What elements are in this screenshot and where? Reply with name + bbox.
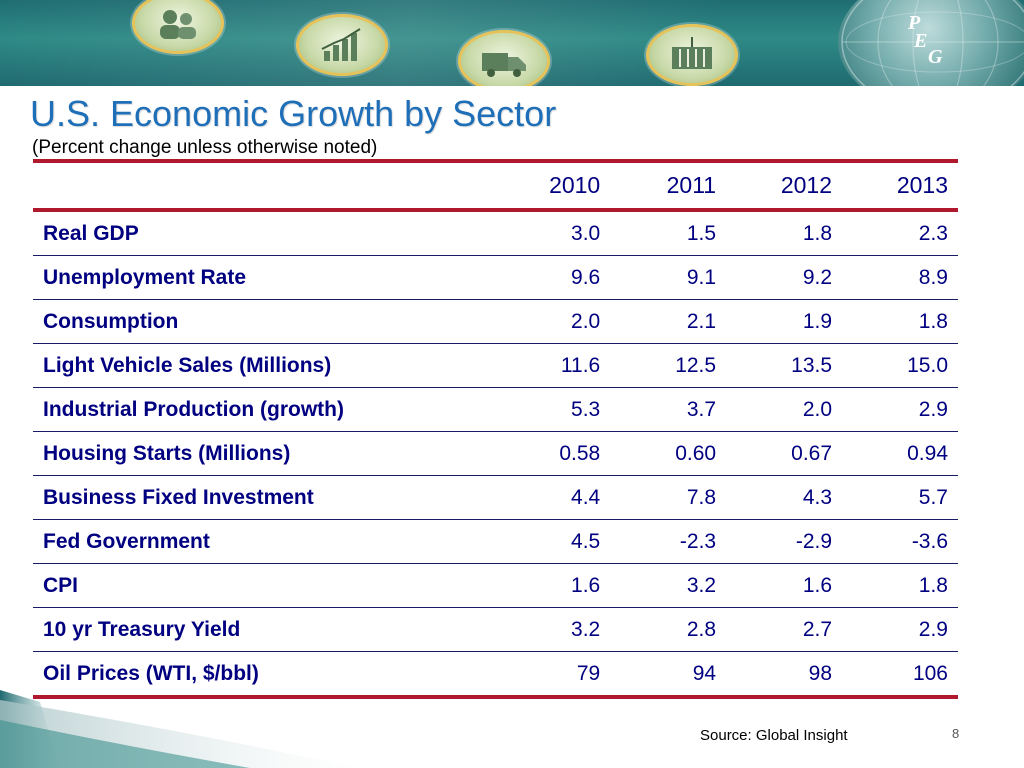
value-cell: -2.3 <box>610 519 727 564</box>
value-cell: 9.6 <box>494 255 611 300</box>
value-cell: 9.2 <box>726 255 843 300</box>
value-cell: 4.5 <box>494 519 611 564</box>
table-row: Fed Government 4.5 -2.3 -2.9 -3.6 <box>33 519 958 564</box>
row-label: Oil Prices (WTI, $/bbl) <box>33 651 495 699</box>
value-cell: 2.8 <box>610 607 727 652</box>
table-row: Consumption 2.0 2.1 1.9 1.8 <box>33 299 958 344</box>
year-header: 2012 <box>726 159 843 212</box>
value-cell: 1.8 <box>842 563 958 608</box>
value-cell: 1.5 <box>610 210 727 256</box>
value-cell: 3.2 <box>610 563 727 608</box>
value-cell: 2.3 <box>842 210 958 256</box>
value-cell: 5.3 <box>494 387 611 432</box>
peg-logo: P E G <box>902 12 946 68</box>
value-cell: 1.8 <box>842 299 958 344</box>
value-cell: 79 <box>494 651 611 699</box>
value-cell: 1.6 <box>726 563 843 608</box>
value-cell: 3.2 <box>494 607 611 652</box>
value-cell: 0.67 <box>726 431 843 476</box>
row-label: 10 yr Treasury Yield <box>33 607 495 652</box>
corner-swoosh-graphic <box>0 690 360 768</box>
value-cell: 2.1 <box>610 299 727 344</box>
value-cell: 1.9 <box>726 299 843 344</box>
logo-letter-g: G <box>928 46 943 68</box>
value-cell: 1.6 <box>494 563 611 608</box>
value-cell: 0.58 <box>494 431 611 476</box>
logo-letter-e: E <box>914 30 928 52</box>
value-cell: 12.5 <box>610 343 727 388</box>
value-cell: 2.0 <box>494 299 611 344</box>
value-cell: 0.60 <box>610 431 727 476</box>
globe-graphic <box>838 0 1024 86</box>
row-label: Real GDP <box>33 210 495 256</box>
row-label: Unemployment Rate <box>33 255 495 300</box>
slide-subtitle: (Percent change unless otherwise noted) <box>32 137 378 158</box>
row-label-header <box>33 159 495 212</box>
value-cell: 3.7 <box>610 387 727 432</box>
year-header: 2011 <box>610 159 727 212</box>
logo-letter-p: P <box>908 12 921 34</box>
table-row: Housing Starts (Millions) 0.58 0.60 0.67 0.9… <box>33 431 958 476</box>
row-label: Consumption <box>33 299 495 344</box>
value-cell: 11.6 <box>494 343 611 388</box>
value-cell: 9.1 <box>610 255 727 300</box>
value-cell: 2.7 <box>726 607 843 652</box>
truck-icon <box>458 30 550 86</box>
table-row: Unemployment Rate 9.6 9.1 9.2 8.9 <box>33 255 958 300</box>
value-cell: 2.9 <box>842 607 958 652</box>
value-cell: -3.6 <box>842 519 958 564</box>
value-cell: 7.8 <box>610 475 727 520</box>
year-header: 2013 <box>842 159 958 212</box>
value-cell: 5.7 <box>842 475 958 520</box>
value-cell: 4.3 <box>726 475 843 520</box>
source-note: Source: Global Insight <box>700 727 848 744</box>
value-cell: 1.8 <box>726 210 843 256</box>
table-row: Real GDP 3.0 1.5 1.8 2.3 <box>33 210 958 256</box>
table-row: Oil Prices (WTI, $/bbl) 79 94 98 106 <box>33 651 958 699</box>
table-header-row: 2010 2011 2012 2013 <box>33 159 958 212</box>
people-icon <box>132 0 224 54</box>
value-cell: 8.9 <box>842 255 958 300</box>
table-row: Industrial Production (growth) 5.3 3.7 2.0 2… <box>33 387 958 432</box>
shipping-container-icon <box>646 24 738 86</box>
value-cell: 15.0 <box>842 343 958 388</box>
row-label: CPI <box>33 563 495 608</box>
row-label: Housing Starts (Millions) <box>33 431 495 476</box>
table-row: CPI 1.6 3.2 1.6 1.8 <box>33 563 958 608</box>
row-label: Light Vehicle Sales (Millions) <box>33 343 495 388</box>
table-body: Real GDP 3.0 1.5 1.8 2.3 Unemployment Rate 9.6… <box>33 210 958 699</box>
value-cell: 2.9 <box>842 387 958 432</box>
page-number: 8 <box>952 726 960 741</box>
table-row: 10 yr Treasury Yield 3.2 2.8 2.7 2.9 <box>33 607 958 652</box>
header-banner: P E G <box>0 0 1024 86</box>
row-label: Industrial Production (growth) <box>33 387 495 432</box>
slide-title: U.S. Economic Growth by Sector <box>30 93 557 134</box>
growth-chart-icon <box>296 14 388 76</box>
value-cell: -2.9 <box>726 519 843 564</box>
value-cell: 94 <box>610 651 727 699</box>
value-cell: 106 <box>842 651 958 699</box>
value-cell: 2.0 <box>726 387 843 432</box>
value-cell: 4.4 <box>494 475 611 520</box>
value-cell: 98 <box>726 651 843 699</box>
table-row: Business Fixed Investment 4.4 7.8 4.3 5.7 <box>33 475 958 520</box>
value-cell: 0.94 <box>842 431 958 476</box>
row-label: Business Fixed Investment <box>33 475 495 520</box>
table-row: Light Vehicle Sales (Millions) 11.6 12.5 13… <box>33 343 958 388</box>
row-label: Fed Government <box>33 519 495 564</box>
value-cell: 13.5 <box>726 343 843 388</box>
value-cell: 3.0 <box>494 210 611 256</box>
economic-growth-table: 2010 2011 2012 2013 Real GDP 3.0 1.5 1.8 2.3 Une… <box>33 159 958 699</box>
year-header: 2010 <box>494 159 611 212</box>
